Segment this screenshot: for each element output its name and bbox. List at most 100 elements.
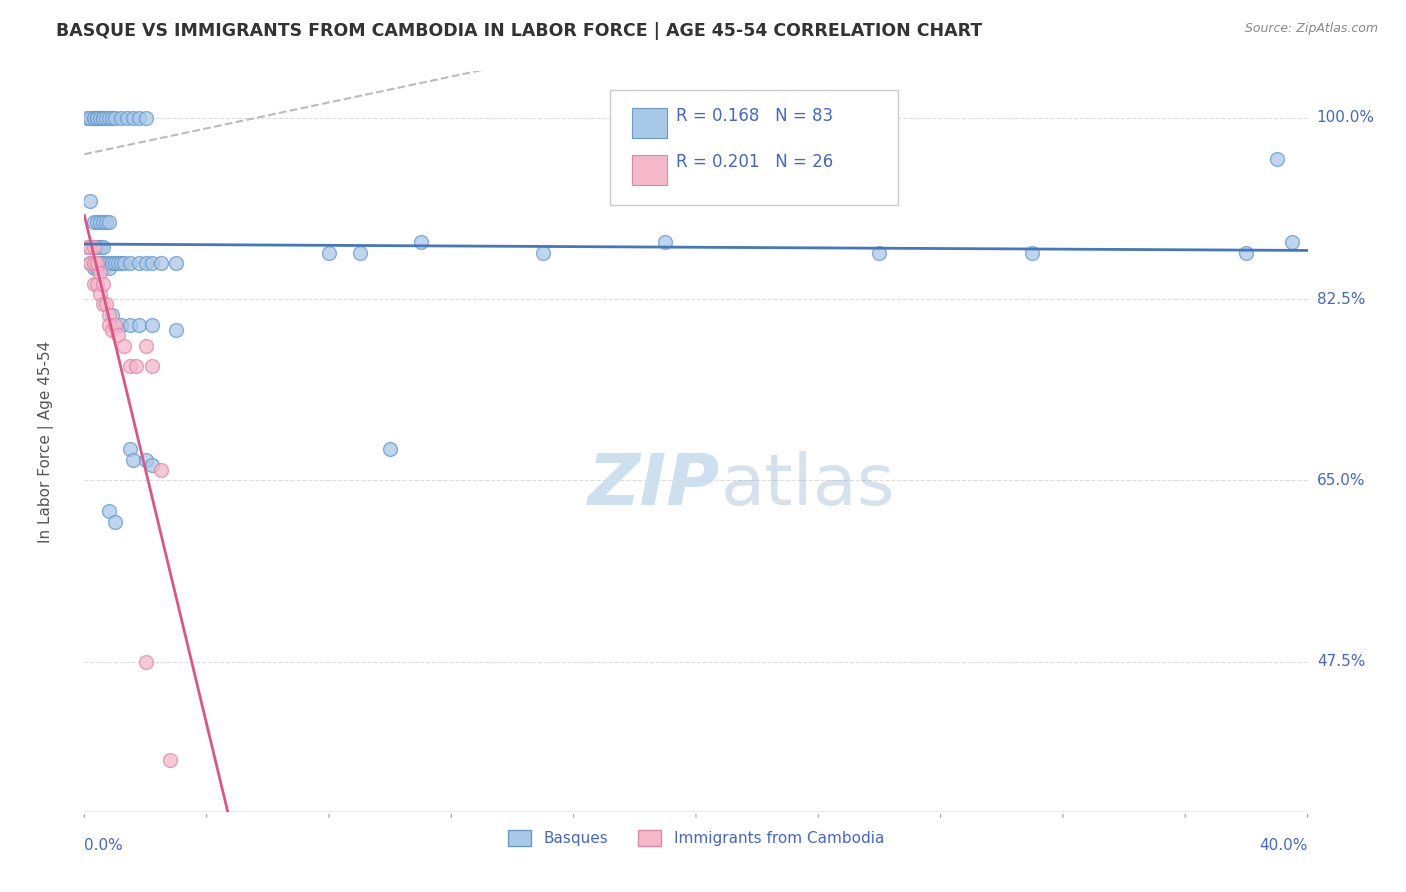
Point xyxy=(97,261,120,276)
Point xyxy=(120,318,142,332)
Point xyxy=(149,463,172,477)
Point xyxy=(91,297,114,311)
Point xyxy=(104,318,127,332)
Point xyxy=(128,256,150,270)
Point xyxy=(110,111,132,125)
Text: 0.0%: 0.0% xyxy=(84,838,124,853)
Text: R = 0.168   N = 83: R = 0.168 N = 83 xyxy=(676,107,834,125)
Point xyxy=(97,111,120,125)
Point xyxy=(89,214,111,228)
Point xyxy=(86,214,108,228)
Point xyxy=(115,111,138,125)
Text: In Labor Force | Age 45-54: In Labor Force | Age 45-54 xyxy=(38,341,53,542)
Point xyxy=(89,287,111,301)
Point xyxy=(83,240,105,254)
Point xyxy=(380,442,402,457)
Text: 100.0%: 100.0% xyxy=(1317,111,1375,126)
Bar xyxy=(633,155,666,185)
Point xyxy=(135,452,157,467)
Text: BASQUE VS IMMIGRANTS FROM CAMBODIA IN LABOR FORCE | AGE 45-54 CORRELATION CHART: BASQUE VS IMMIGRANTS FROM CAMBODIA IN LA… xyxy=(56,22,983,40)
Point xyxy=(91,111,114,125)
Point xyxy=(135,256,157,270)
Point xyxy=(79,111,101,125)
Point xyxy=(149,256,172,270)
Point xyxy=(97,308,120,322)
Point xyxy=(1281,235,1303,250)
Point xyxy=(91,277,114,291)
Point xyxy=(83,111,105,125)
Text: atlas: atlas xyxy=(720,451,894,520)
Text: 65.0%: 65.0% xyxy=(1317,473,1365,488)
Point xyxy=(89,256,111,270)
Point xyxy=(110,256,132,270)
Point xyxy=(141,359,163,374)
Point xyxy=(94,297,117,311)
Point xyxy=(89,266,111,280)
Point xyxy=(107,328,129,343)
Point xyxy=(122,111,145,125)
Point xyxy=(83,277,105,291)
Text: ZIP: ZIP xyxy=(588,451,720,520)
Point xyxy=(112,256,135,270)
Point xyxy=(86,240,108,254)
Point xyxy=(91,256,114,270)
Point xyxy=(83,256,105,270)
Point xyxy=(120,256,142,270)
Point xyxy=(79,256,101,270)
Point xyxy=(159,753,181,767)
Point xyxy=(135,655,157,669)
Text: 40.0%: 40.0% xyxy=(1260,838,1308,853)
Text: 82.5%: 82.5% xyxy=(1317,292,1365,307)
Legend: Basques, Immigrants from Cambodia: Basques, Immigrants from Cambodia xyxy=(502,824,890,852)
Point xyxy=(76,240,98,254)
Point xyxy=(86,111,108,125)
Point xyxy=(94,214,117,228)
Point xyxy=(79,240,101,254)
Point xyxy=(86,256,108,270)
Point xyxy=(83,214,105,228)
Point xyxy=(91,240,114,254)
Point xyxy=(101,323,124,337)
Point xyxy=(654,235,676,250)
Point xyxy=(94,111,117,125)
Point xyxy=(86,261,108,276)
Point xyxy=(91,214,114,228)
Point xyxy=(97,256,120,270)
Point xyxy=(83,261,105,276)
Point xyxy=(86,277,108,291)
Point xyxy=(83,111,105,125)
Point xyxy=(101,111,124,125)
Point xyxy=(349,245,371,260)
Point xyxy=(120,442,142,457)
Point xyxy=(91,111,114,125)
Point xyxy=(1021,245,1043,260)
Point xyxy=(125,359,148,374)
Point xyxy=(869,245,891,260)
Point xyxy=(531,245,554,260)
Point xyxy=(83,256,105,270)
Point xyxy=(1265,153,1288,167)
Point xyxy=(141,318,163,332)
Point xyxy=(86,256,108,270)
Text: R = 0.201   N = 26: R = 0.201 N = 26 xyxy=(676,153,834,171)
Point xyxy=(135,339,157,353)
Point xyxy=(89,240,111,254)
Point xyxy=(141,458,163,472)
Point xyxy=(318,245,340,260)
Point xyxy=(165,323,187,337)
Text: Source: ZipAtlas.com: Source: ZipAtlas.com xyxy=(1244,22,1378,36)
Point xyxy=(83,240,105,254)
Point xyxy=(110,318,132,332)
Point xyxy=(79,194,101,208)
Point xyxy=(165,256,187,270)
Point xyxy=(135,111,157,125)
Point xyxy=(86,111,108,125)
Point xyxy=(79,256,101,270)
Bar xyxy=(633,109,666,138)
Point xyxy=(141,256,163,270)
Point xyxy=(97,214,120,228)
Point xyxy=(76,111,98,125)
Point xyxy=(122,452,145,467)
Point xyxy=(120,359,142,374)
Point xyxy=(128,318,150,332)
